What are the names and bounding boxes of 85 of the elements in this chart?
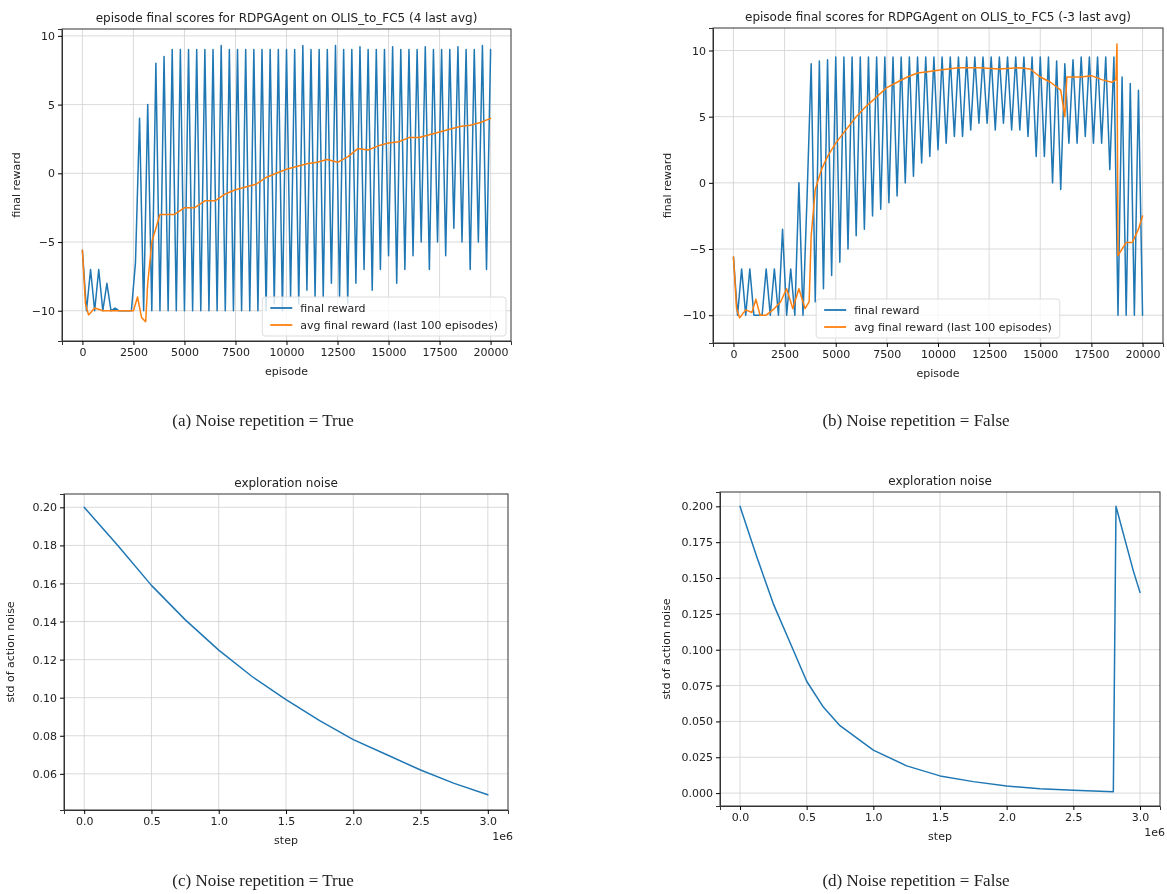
y-tick-label: 5 <box>48 98 55 112</box>
y-tick-label: 0.150 <box>681 572 713 586</box>
x-tick-label: 12500 <box>320 345 356 359</box>
x-tick-label: 5000 <box>822 347 851 361</box>
y-tick-label: 0.000 <box>681 787 713 801</box>
y-tick-label: 0 <box>48 167 55 181</box>
x-tick-label: 1.0 <box>865 810 883 824</box>
y-tick-label: 0.075 <box>681 679 713 693</box>
x-tick-label: 2.0 <box>998 810 1016 824</box>
x-tick-label: 2.0 <box>345 814 363 828</box>
y-tick-label: 0.175 <box>681 536 713 550</box>
y-tick-label: −5 <box>689 243 706 257</box>
x-tick-label: 2500 <box>119 345 148 359</box>
y-axis-title: std of action noise <box>4 601 17 703</box>
text: 1e6 <box>492 830 513 843</box>
x-tick-label: 17500 <box>1074 347 1110 361</box>
y-tick-label: 0.18 <box>32 539 57 553</box>
y-tick-label: 0.025 <box>681 751 713 765</box>
x-tick-label: 17500 <box>422 345 458 359</box>
x-axis-title: step <box>274 834 298 847</box>
legend-label: avg final reward (last 100 episodes) <box>854 321 1052 334</box>
y-tick-label: 0.12 <box>32 653 57 667</box>
line-series <box>739 505 1141 793</box>
x-tick-label: 15000 <box>1023 347 1059 361</box>
x-axis-title: episode <box>264 365 309 378</box>
x-tick-label: 10000 <box>921 347 956 361</box>
y-tick-label: 0.200 <box>681 500 713 514</box>
y-tick-label: 10 <box>692 44 706 58</box>
y-tick-label: 0.20 <box>32 501 57 515</box>
y-tick-label: −10 <box>682 309 706 323</box>
line-series <box>81 117 492 323</box>
y-tick-label: 5 <box>699 110 706 124</box>
x-tick-label: 1.5 <box>277 814 296 828</box>
y-axis-title: std of action noise <box>660 598 673 700</box>
x-axis-title: step <box>928 830 952 843</box>
legend-label: final reward <box>854 304 920 317</box>
legend-label: avg final reward (last 100 episodes) <box>300 319 498 332</box>
x-tick-label: 7500 <box>221 345 250 359</box>
text: (d) Noise repetition = False <box>822 871 1010 890</box>
x-tick-label: 20000 <box>1125 347 1161 361</box>
y-tick-label: −5 <box>38 236 55 250</box>
x-tick-label: 2.5 <box>1065 810 1083 824</box>
y-tick-label: 0.08 <box>32 729 57 743</box>
text: 1e6 <box>1144 826 1165 839</box>
x-tick-label: 20000 <box>473 345 509 359</box>
x-tick-label: 2.5 <box>412 814 430 828</box>
chart-title: episode final scores for RDPGAgent on OLIS_to_FC5 (4 last avg) <box>95 11 478 25</box>
y-tick-label: 0.16 <box>32 577 57 591</box>
x-tick-label: 2500 <box>771 347 800 361</box>
x-tick-label: 15000 <box>371 345 407 359</box>
x-tick-label: 5000 <box>170 345 199 359</box>
x-tick-label: 10000 <box>269 345 305 359</box>
y-tick-label: 0.125 <box>681 607 713 621</box>
x-tick-label: 12500 <box>972 347 1008 361</box>
x-tick-label: 0 <box>730 347 738 361</box>
text: (c) Noise repetition = True <box>172 871 354 890</box>
line-series <box>83 506 489 796</box>
y-tick-label: 0 <box>699 176 706 190</box>
x-tick-label: 0.0 <box>731 810 750 824</box>
y-tick-label: 0.100 <box>681 643 713 657</box>
x-tick-label: 0.5 <box>143 814 161 828</box>
x-tick-label: 1.5 <box>931 810 950 824</box>
legend-label: final reward <box>300 302 366 315</box>
x-tick-label: 7500 <box>873 347 902 361</box>
y-tick-label: 0.050 <box>681 715 713 729</box>
y-axis-title: final reward <box>10 152 23 218</box>
x-tick-label: 3.0 <box>1131 810 1150 824</box>
y-tick-label: 0.06 <box>32 767 57 781</box>
y-tick-label: 10 <box>41 29 55 43</box>
text: (a) Noise repetition = True <box>172 411 354 430</box>
chart-title: episode final scores for RDPGAgent on OLIS_to_FC5 (-3 last avg) <box>745 10 1131 24</box>
chart-title: exploration noise <box>888 474 992 488</box>
x-tick-label: 0.0 <box>75 814 94 828</box>
x-tick-label: 0.5 <box>798 810 816 824</box>
y-tick-label: 0.10 <box>32 691 57 705</box>
x-axis-title: episode <box>916 367 960 380</box>
y-tick-label: −10 <box>31 304 55 318</box>
x-tick-label: 0 <box>79 345 87 359</box>
x-tick-label: 3.0 <box>479 814 498 828</box>
chart-title: exploration noise <box>234 476 338 490</box>
text: (b) Noise repetition = False <box>822 411 1010 430</box>
line-series <box>81 44 492 312</box>
x-tick-label: 1.0 <box>210 814 228 828</box>
y-tick-label: 0.14 <box>32 615 57 629</box>
y-axis-title: final reward <box>661 152 674 219</box>
